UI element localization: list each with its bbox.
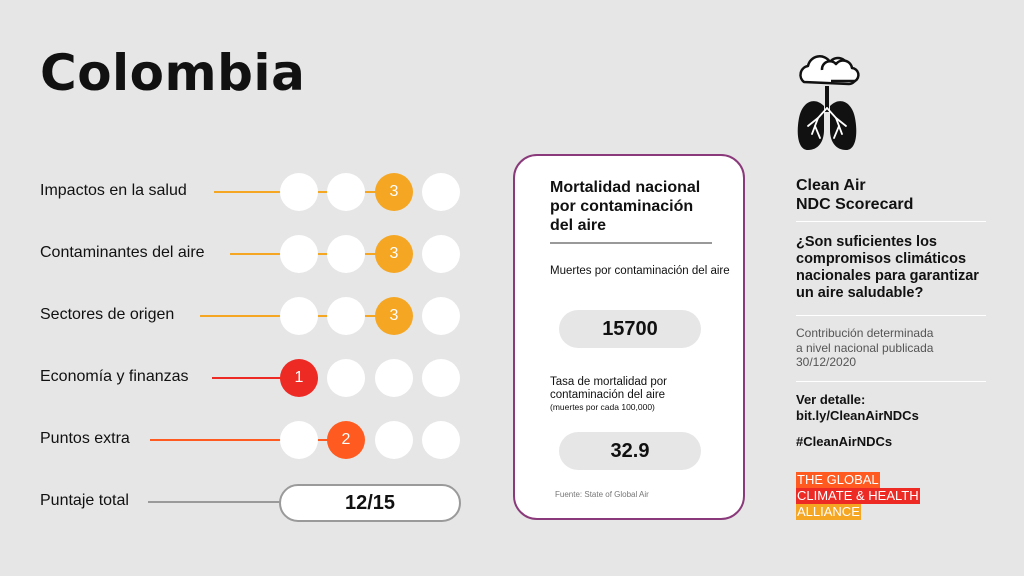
rate-sublabel: (muertes por cada 100,000) xyxy=(550,402,655,412)
score-slot xyxy=(327,173,365,211)
score-row: Contaminantes del aire 3 xyxy=(0,234,480,274)
hashtag: #CleanAirNDCs xyxy=(796,434,893,449)
score-marker: 2 xyxy=(327,421,365,459)
sidebar-divider xyxy=(796,315,986,316)
score-slot xyxy=(280,235,318,273)
score-marker: 3 xyxy=(375,173,413,211)
page-title: Colombia xyxy=(40,44,306,102)
logo-line3: ALLIANCE xyxy=(796,504,861,520)
details-block: Ver detalle: bit.ly/CleanAirNDCs xyxy=(796,392,992,424)
scorecard-title-line2: NDC Scorecard xyxy=(796,196,914,213)
deaths-value-pill: 15700 xyxy=(559,310,701,348)
score-slot xyxy=(280,421,318,459)
score-slot xyxy=(327,297,365,335)
score-slot xyxy=(422,297,460,335)
category-connector-line xyxy=(212,377,299,379)
score-row: Impactos en la salud 3 xyxy=(0,172,480,212)
score-marker: 3 xyxy=(375,297,413,335)
deaths-label: Muertes por contaminación del aire xyxy=(550,265,730,277)
total-score-box: 12/15 xyxy=(279,484,461,522)
scorecard-title-line1: Clean Air xyxy=(796,177,866,194)
score-marker: 1 xyxy=(280,359,318,397)
card-divider xyxy=(550,242,712,244)
scorecard-title: Clean Air NDC Scorecard xyxy=(796,176,992,214)
category-label: Puntos extra xyxy=(40,430,130,447)
gcha-logo: THE GLOBAL CLIMATE & HEALTH ALLIANCE xyxy=(796,472,920,520)
score-row: Economía y finanzas 1 xyxy=(0,358,480,398)
card-source: Fuente: State of Global Air xyxy=(555,490,649,499)
category-label: Contaminantes del aire xyxy=(40,244,205,261)
total-label: Puntaje total xyxy=(40,492,129,509)
category-label: Sectores de origen xyxy=(40,306,175,323)
details-label: Ver detalle: xyxy=(796,392,866,407)
rate-label-block: Tasa de mortalidad por contaminación del… xyxy=(550,376,730,413)
rate-value-pill: 32.9 xyxy=(559,432,701,470)
lungs-cloud-icon xyxy=(797,55,860,150)
score-row: Sectores de origen 3 xyxy=(0,296,480,336)
category-label: Impactos en la salud xyxy=(40,182,187,199)
rate-label: Tasa de mortalidad por contaminación del… xyxy=(550,376,667,401)
sidebar-divider xyxy=(796,221,986,222)
score-marker: 3 xyxy=(375,235,413,273)
score-slot xyxy=(327,235,365,273)
card-title: Mortalidad nacional por contaminación de… xyxy=(550,179,701,234)
score-slot xyxy=(280,297,318,335)
scorecard-question: ¿Son suficientes los compromisos climáti… xyxy=(796,234,979,301)
mortality-card: Mortalidad nacional por contaminación de… xyxy=(513,154,745,520)
logo-line2: CLIMATE & HEALTH xyxy=(796,488,920,504)
category-connector-line xyxy=(150,439,346,441)
total-connector-line xyxy=(148,501,280,503)
details-link[interactable]: bit.ly/CleanAirNDCs xyxy=(796,408,919,423)
logo-line1: THE GLOBAL xyxy=(796,472,880,488)
sidebar-divider xyxy=(796,381,986,382)
category-label: Economía y finanzas xyxy=(40,368,189,385)
score-slot xyxy=(375,359,413,397)
score-slot xyxy=(422,359,460,397)
score-slot xyxy=(375,421,413,459)
score-row: Puntos extra 2 xyxy=(0,420,480,460)
score-slot xyxy=(422,173,460,211)
score-slot xyxy=(422,235,460,273)
ndc-info-line2: a nivel nacional publicada xyxy=(796,340,934,355)
score-slot xyxy=(422,421,460,459)
score-slot xyxy=(280,173,318,211)
ndc-info-date: 30/12/2020 xyxy=(796,355,857,369)
total-row: Puntaje total xyxy=(0,482,480,522)
ndc-info: Contribución determinada a nivel naciona… xyxy=(796,326,992,370)
score-slot xyxy=(327,359,365,397)
ndc-info-line1: Contribución determinada xyxy=(796,326,934,340)
